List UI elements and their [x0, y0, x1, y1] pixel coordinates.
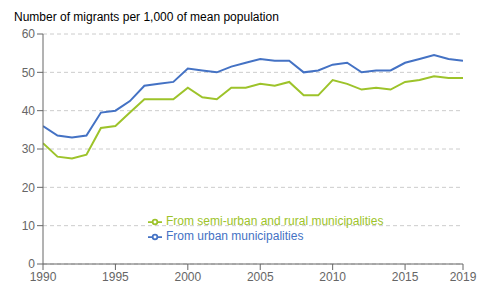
svg-text:50: 50: [22, 66, 36, 80]
svg-text:2000: 2000: [174, 270, 201, 284]
svg-text:0: 0: [28, 257, 35, 271]
svg-text:2015: 2015: [392, 270, 419, 284]
svg-text:1990: 1990: [30, 270, 57, 284]
svg-text:2019: 2019: [450, 270, 477, 284]
svg-text:10: 10: [22, 219, 36, 233]
html-text:From urban municipalities: From urban municipalities: [166, 228, 304, 243]
svg-text:30: 30: [22, 142, 36, 156]
svg-text:20: 20: [22, 181, 36, 195]
svg-text:60: 60: [22, 27, 36, 41]
html-text:Number of migrants per 1,000 o: Number of migrants per 1,000 of mean pop…: [14, 10, 279, 24]
svg-text:40: 40: [22, 104, 36, 118]
html-text:From semi-urban and rural muni: From semi-urban and rural municipalities: [166, 214, 384, 228]
svg-text:2005: 2005: [247, 270, 274, 284]
svg-text:2010: 2010: [319, 270, 346, 284]
svg-text:1995: 1995: [102, 270, 129, 284]
